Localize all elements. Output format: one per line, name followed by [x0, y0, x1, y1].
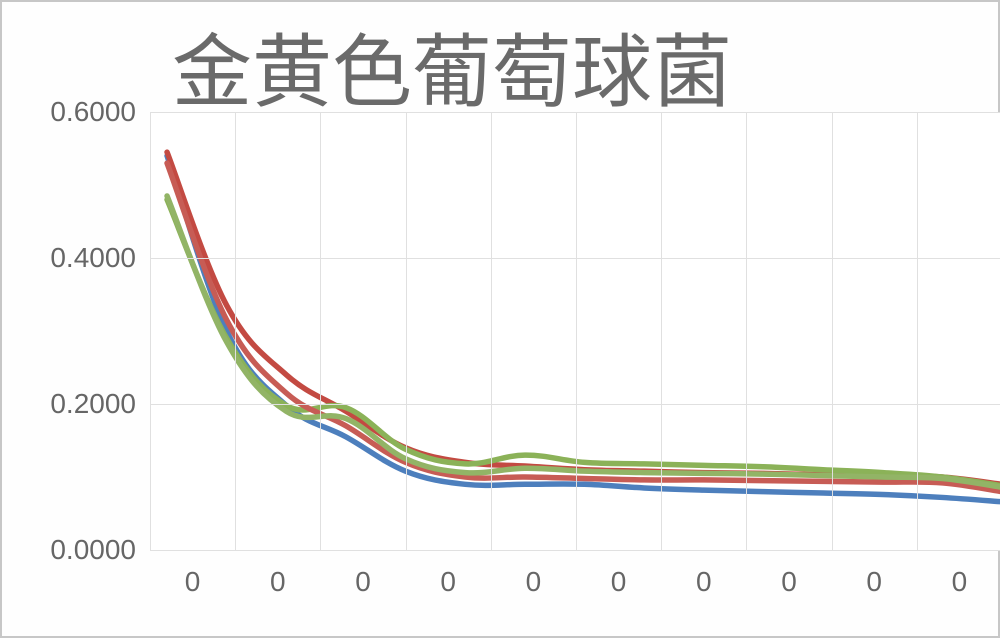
x-tick-label: 0	[866, 566, 882, 598]
gridline-vertical	[406, 112, 407, 550]
gridline-horizontal	[150, 404, 1000, 405]
series-line-series4	[167, 163, 1000, 492]
gridline-vertical	[320, 112, 321, 550]
x-tick-label: 0	[781, 566, 797, 598]
chart-title: 金黄色葡萄球菌	[172, 8, 732, 124]
gridline-vertical	[832, 112, 833, 550]
x-tick-label: 0	[696, 566, 712, 598]
x-tick-label: 0	[440, 566, 456, 598]
y-tick-label: 0.4000	[2, 242, 136, 274]
x-tick-label: 0	[270, 566, 286, 598]
gridline-vertical	[746, 112, 747, 550]
series-line-series2	[167, 152, 1000, 484]
line-series-layer	[150, 112, 1000, 550]
y-tick-label: 0.0000	[2, 534, 136, 566]
x-tick-label: 0	[355, 566, 371, 598]
x-tick-label: 0	[611, 566, 627, 598]
gridline-vertical	[491, 112, 492, 550]
x-tick-label: 0	[185, 566, 201, 598]
plot-area	[150, 112, 1000, 550]
gridline-vertical	[661, 112, 662, 550]
gridline-vertical	[917, 112, 918, 550]
gridline-horizontal	[150, 112, 1000, 113]
series-line-series3	[167, 200, 1000, 486]
x-tick-label: 0	[526, 566, 542, 598]
gridline-horizontal	[150, 550, 1000, 551]
chart-frame: 金黄色葡萄球菌 0.0000 0.2000 0.4000 0.6000 0 0 0 0 0 0 0 0…	[0, 0, 1000, 638]
y-tick-label: 0.2000	[2, 388, 136, 420]
gridline-vertical	[235, 112, 236, 550]
x-tick-label: 0	[952, 566, 968, 598]
series-line-series1	[167, 156, 1000, 502]
gridline-vertical	[150, 112, 151, 550]
series-line-series5	[167, 196, 1000, 487]
gridline-horizontal	[150, 258, 1000, 259]
y-tick-label: 0.6000	[2, 96, 136, 128]
gridline-vertical	[576, 112, 577, 550]
